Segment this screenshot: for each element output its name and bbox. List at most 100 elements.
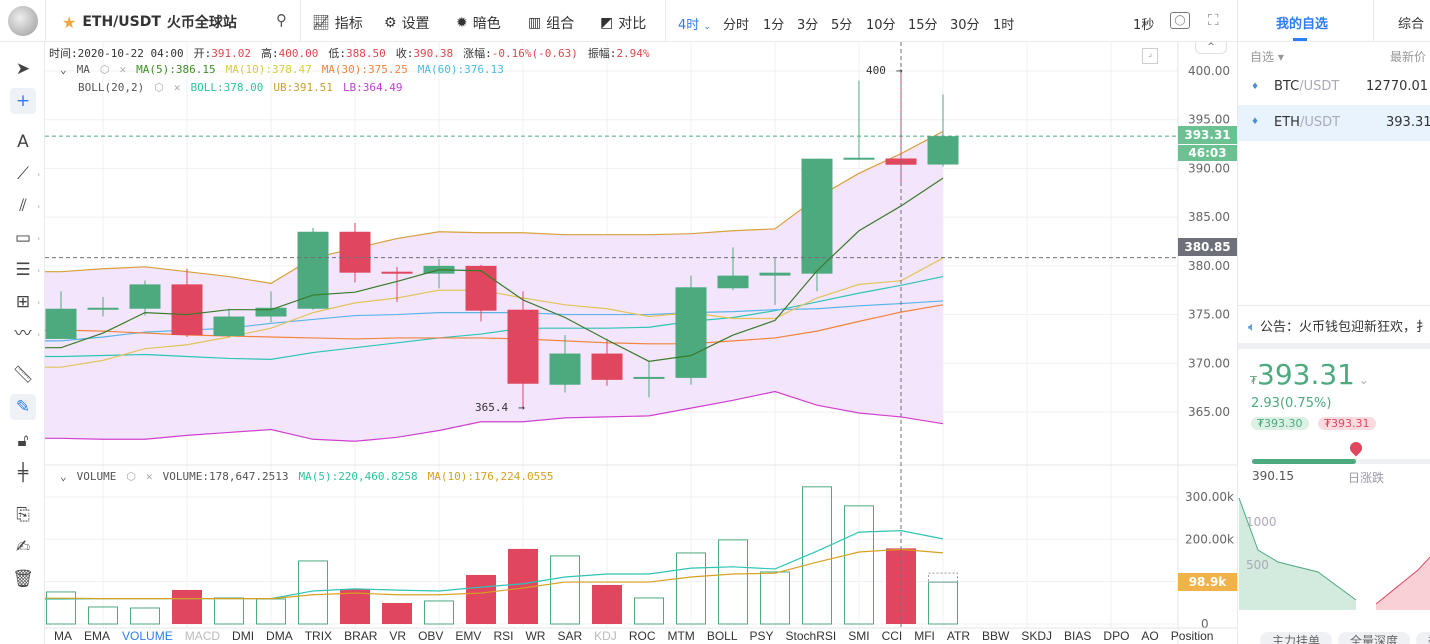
indicator-tab-skdj[interactable]: SKDJ [1021,629,1053,643]
settings-icon[interactable]: ⬡ [126,470,136,483]
timeframe-1h[interactable]: 1时 [993,18,1015,33]
indicator-tab-brar[interactable]: BRAR [344,629,378,643]
collapse-chevron-icon[interactable]: ⌄ [60,470,67,483]
indicator-tab-dpo[interactable]: DPO [1103,629,1130,643]
parallel-line-icon[interactable]: ⫽ [19,196,27,216]
text-tool-icon[interactable]: A [17,132,29,152]
tab-favorites[interactable]: 我的自选 [1276,17,1329,32]
candle-body [549,353,581,385]
crosshair-icon[interactable]: + [10,88,36,114]
indicator-tab-volume[interactable]: VOLUME [122,629,173,643]
dark-mode-button[interactable]: ✹ 暗色 [456,15,501,32]
indicator-tab-sar[interactable]: SAR [557,629,583,643]
indicator-tab-rsi[interactable]: RSI [493,629,514,643]
indicator-tab-mfi[interactable]: MFI [914,629,935,643]
tab-orders[interactable]: 委 [1416,632,1430,644]
indicator-tab-macd[interactable]: MACD [184,629,221,643]
indicator-tab-position[interactable]: Position [1170,629,1214,643]
search-icon[interactable]: ⚲ [276,11,287,29]
indicator-tab-ema[interactable]: EMA [84,629,111,643]
close-icon[interactable]: ✕ [119,63,127,76]
candles-visibility-icon[interactable]: ╪ [17,463,29,483]
indicator-tab-kdj[interactable]: KDJ [594,629,617,643]
volume-bar [130,607,160,625]
boll-mid-line [45,275,944,360]
refresh-interval[interactable]: 1秒 [1133,18,1155,33]
wave-icon[interactable]: 〰 [14,324,32,344]
compare-button[interactable]: ◩ 对比 [600,15,647,32]
indicator-tab-ma[interactable]: MA [54,629,72,643]
submenu-arrow-icon[interactable]: › [37,266,41,275]
ruler-icon[interactable]: 📏︎ [12,365,34,385]
expand-pane-icon[interactable]: ⌟ [1142,48,1158,64]
indicator-tab-mtm[interactable]: MTM [667,629,695,643]
indicator-tab-stochrsi[interactable]: StochRSI [785,629,837,643]
indicator-tab-trix[interactable]: TRIX [304,629,333,643]
settings-icon[interactable]: ⬡ [99,63,110,76]
indicator-tab-bbw[interactable]: BBW [982,629,1010,643]
submenu-arrow-icon[interactable]: › [37,298,41,307]
collapse-chevron-icon[interactable]: ⌄ [60,63,67,76]
timeframe-10m[interactable]: 10分 [866,18,896,33]
trash-icon[interactable]: 🗑︎ [12,569,34,589]
indicator-tab-emv[interactable]: EMV [455,629,482,643]
timeframe-5m[interactable]: 5分 [831,18,853,33]
timeframe-15m[interactable]: 15分 [908,18,938,33]
ohlc-info: 时间:2020-10-22 04:00 开:391.02 高:400.00 低:… [49,47,650,60]
bookmark-icon[interactable]: ⎘ [16,505,30,525]
timeframe-line[interactable]: 分时 [723,18,750,33]
indicator-tab-smi[interactable]: SMI [848,629,870,643]
collapse-axis-icon[interactable]: ^ [1195,42,1227,54]
tab-main-orders[interactable]: 主力挂单 [1260,632,1333,644]
measure-box-icon[interactable]: ⊞ [15,292,31,312]
indicator-tab-psy[interactable]: PSY [749,629,774,643]
edit-list-icon[interactable]: ✍ [15,537,31,557]
camera-icon[interactable]: ◯ [1170,12,1190,29]
tab-full-depth[interactable]: 全量深度 [1338,632,1411,644]
indicator-tab-wr[interactable]: WR [525,629,546,643]
submenu-arrow-icon[interactable]: › [37,170,41,179]
indicator-tab-cci[interactable]: CCI [881,629,903,643]
depth-tick: 1000 [1246,515,1277,529]
settings-button[interactable]: ⚙ 设置 [384,15,430,32]
indicator-tab-ao[interactable]: AO [1141,629,1159,643]
indicator-tab-dmi[interactable]: DMI [232,629,255,643]
indicator-tab-atr[interactable]: ATR [946,629,971,643]
settings-icon[interactable]: ⬡ [154,81,164,94]
kline-chart[interactable]: 400.00 395.00 390.00 385.00 380.00 375.00 370.… [0,0,1237,644]
fibonacci-icon[interactable]: ☰ [15,260,31,280]
indicator-tab-obv[interactable]: OBV [418,629,444,643]
indicator-tab-dma[interactable]: DMA [266,629,293,643]
submenu-arrow-icon[interactable]: › [37,330,41,339]
symbol-title[interactable]: ★ ETH/USDT 火币全球站 [62,12,237,32]
favorite-star-icon[interactable]: ★ [62,12,77,32]
submenu-arrow-icon[interactable]: › [37,234,41,243]
line-tool-icon[interactable]: ⟋ [17,164,29,184]
list-item-selected[interactable]: ♦ ETH/USDT 393.31 [1238,105,1430,141]
indicator-tab-roc[interactable]: ROC [628,629,656,643]
timeframe-30m[interactable]: 30分 [950,18,980,33]
close-icon[interactable]: ✕ [145,470,153,483]
timeframe-1m[interactable]: 1分 [763,18,785,33]
indicators-button[interactable]: 📈︎ 指标 [312,15,363,32]
ask-price-badge[interactable]: ₮393.31 [1318,417,1376,430]
favorites-filter[interactable]: 自选 ▾ [1250,50,1284,64]
cursor-icon[interactable]: ➤ [15,59,31,79]
indicator-tab-boll[interactable]: BOLL [706,629,738,643]
timeframe-4h[interactable]: 4时 ⌄ [678,18,711,33]
combine-button[interactable]: ▥ 组合 [528,15,575,32]
fullscreen-icon[interactable]: ⛶ [1208,11,1219,29]
indicator-tab-bias[interactable]: BIAS [1064,629,1092,643]
timeframe-3m[interactable]: 3分 [797,18,819,33]
close-icon[interactable]: ✕ [173,81,181,94]
list-item[interactable]: ♦ BTC/USDT 12770.01 [1238,70,1430,105]
submenu-arrow-icon[interactable]: › [37,202,41,211]
rectangle-icon[interactable]: ▭ [14,228,32,248]
brush-icon[interactable]: ✎ [10,394,36,420]
tab-composite[interactable]: 综合 [1398,17,1425,32]
lock-icon[interactable]: 🔓︎ [17,431,29,451]
volume-axis-label: 300.00k [1185,490,1234,504]
indicator-tab-vr[interactable]: VR [389,629,407,643]
announcement[interactable]: 🔈︎ 公告：火币钱包迎新狂欢，扌 [1248,320,1429,335]
bid-price-badge[interactable]: ₮393.30 [1251,417,1309,430]
